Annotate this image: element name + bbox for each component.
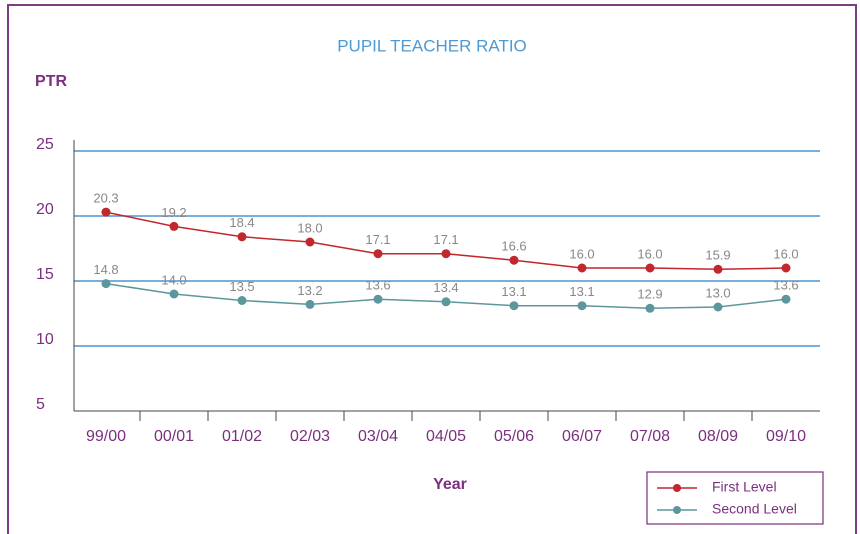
data-label: 16.6 bbox=[501, 239, 526, 254]
point bbox=[441, 297, 451, 307]
y-tick-label: 20 bbox=[36, 201, 54, 218]
point bbox=[645, 303, 655, 313]
data-label: 13.4 bbox=[433, 280, 458, 295]
data-label: 12.9 bbox=[637, 287, 662, 302]
point bbox=[509, 255, 519, 265]
data-label: 13.5 bbox=[229, 279, 254, 294]
point bbox=[713, 264, 723, 274]
data-label: 15.9 bbox=[705, 248, 730, 263]
legend-box bbox=[646, 471, 824, 525]
data-label: 13.6 bbox=[773, 278, 798, 293]
data-label: 19.2 bbox=[161, 205, 186, 220]
data-label: 16.0 bbox=[637, 246, 662, 261]
y-tick-label: 5 bbox=[36, 396, 45, 413]
data-label: 20.3 bbox=[93, 191, 118, 206]
point bbox=[101, 279, 111, 289]
x-tick-label: 01/02 bbox=[222, 428, 262, 445]
x-tick-label: 99/00 bbox=[86, 428, 126, 445]
point bbox=[169, 221, 179, 231]
data-label: 18.0 bbox=[297, 220, 322, 235]
point bbox=[577, 263, 587, 273]
frame bbox=[7, 4, 857, 534]
legend-marker bbox=[673, 506, 681, 514]
data-label: 18.4 bbox=[229, 215, 254, 230]
x-axis-label: Year bbox=[433, 476, 467, 493]
data-label: 14.8 bbox=[93, 262, 118, 277]
point bbox=[781, 294, 791, 304]
point bbox=[237, 296, 247, 305]
point bbox=[509, 301, 519, 311]
data-label: 16.0 bbox=[569, 246, 594, 261]
data-label: 14.0 bbox=[161, 272, 186, 287]
x-tick-label: 04/05 bbox=[426, 428, 466, 445]
y-tick-label: 10 bbox=[36, 331, 54, 348]
data-label: 13.0 bbox=[705, 285, 730, 300]
data-label: 13.2 bbox=[297, 283, 322, 298]
chart-title: PUPIL TEACHER RATIO bbox=[337, 36, 527, 55]
point bbox=[577, 301, 587, 311]
point bbox=[373, 249, 383, 259]
point bbox=[373, 294, 383, 304]
x-tick-label: 07/08 bbox=[630, 428, 670, 445]
data-label: 13.1 bbox=[569, 284, 594, 299]
x-tick-label: 00/01 bbox=[154, 428, 194, 445]
point bbox=[169, 289, 179, 299]
x-tick-label: 08/09 bbox=[698, 428, 738, 445]
point bbox=[781, 263, 791, 273]
data-label: 17.1 bbox=[433, 232, 458, 247]
point bbox=[237, 232, 247, 242]
data-label: 13.6 bbox=[365, 278, 390, 293]
point bbox=[101, 207, 111, 217]
point bbox=[441, 249, 451, 259]
data-label: 13.1 bbox=[501, 284, 526, 299]
point bbox=[713, 302, 723, 312]
point bbox=[305, 299, 315, 309]
y-axis-label: PTR bbox=[35, 73, 67, 90]
x-tick-label: 06/07 bbox=[562, 428, 602, 445]
x-tick-label: 02/03 bbox=[290, 428, 330, 445]
legend-label: Second Level bbox=[712, 501, 797, 517]
y-tick-label: 15 bbox=[36, 266, 54, 283]
legend-marker bbox=[673, 484, 681, 492]
legend-label: First Level bbox=[712, 479, 777, 495]
x-tick-label: 03/04 bbox=[358, 428, 398, 445]
x-tick-label: 09/10 bbox=[766, 428, 806, 445]
point bbox=[305, 237, 315, 247]
x-tick-label: 05/06 bbox=[494, 428, 534, 445]
data-label: 17.1 bbox=[365, 232, 390, 247]
data-label: 16.0 bbox=[773, 246, 798, 261]
point bbox=[645, 263, 655, 273]
y-tick-label: 25 bbox=[36, 136, 54, 153]
